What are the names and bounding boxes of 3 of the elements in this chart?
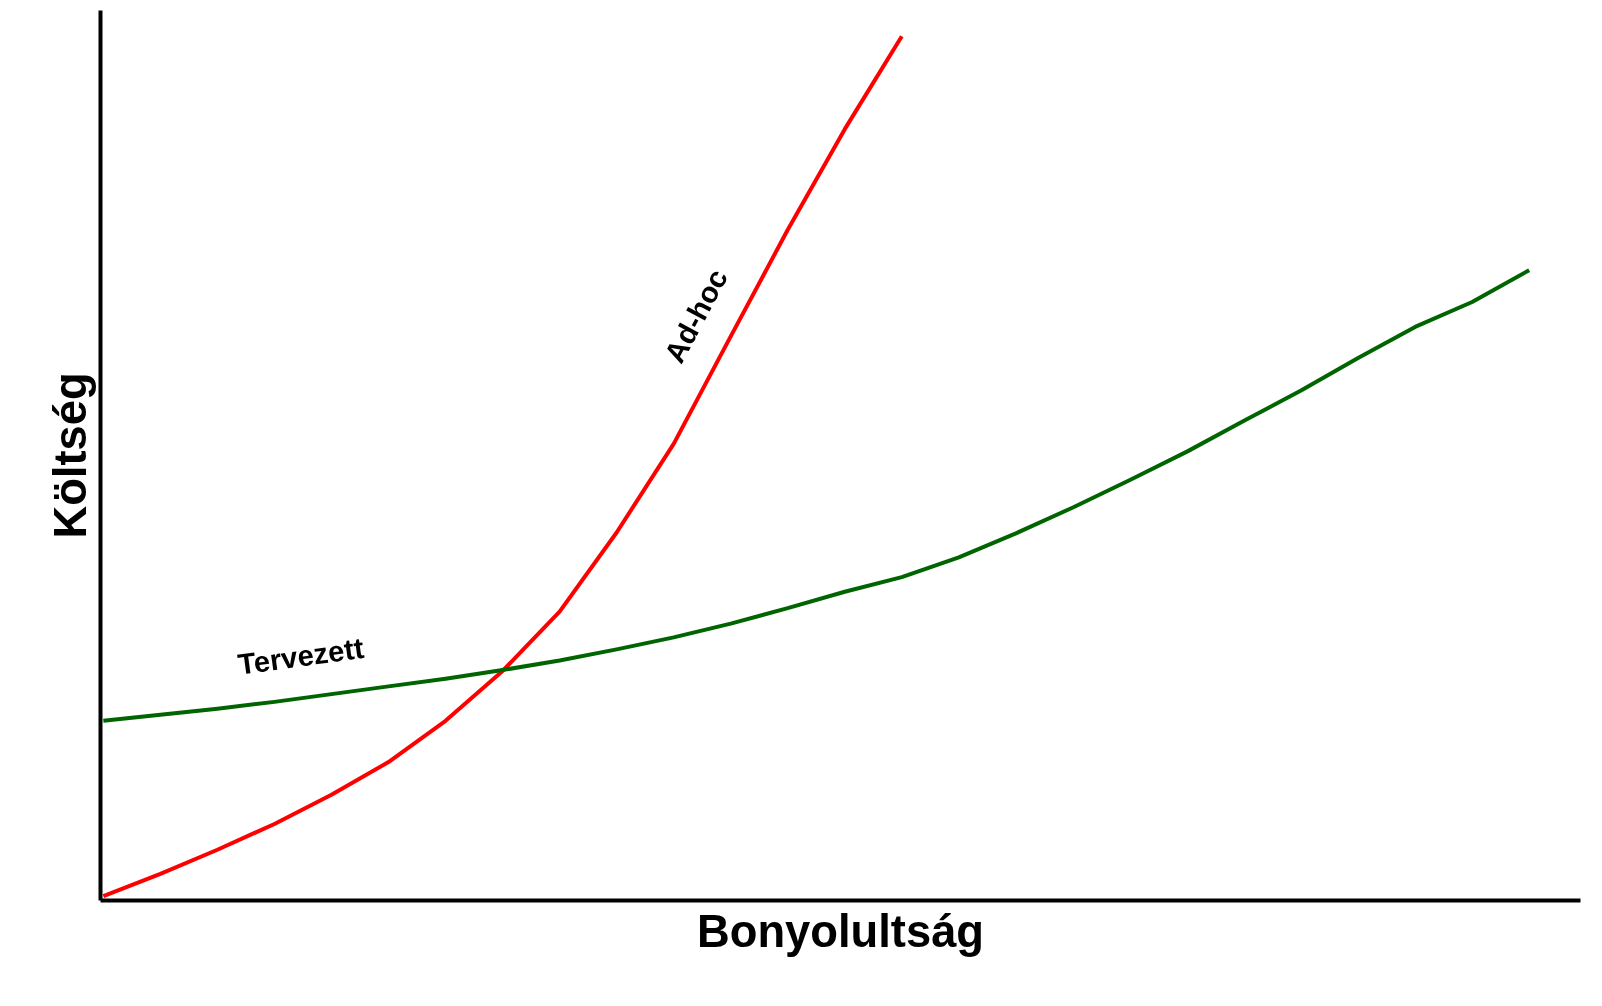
y-axis-title: Költség: [44, 372, 96, 539]
text: Tervezett: [235, 630, 366, 681]
x-axis-title: Bonyolultság: [696, 905, 985, 957]
